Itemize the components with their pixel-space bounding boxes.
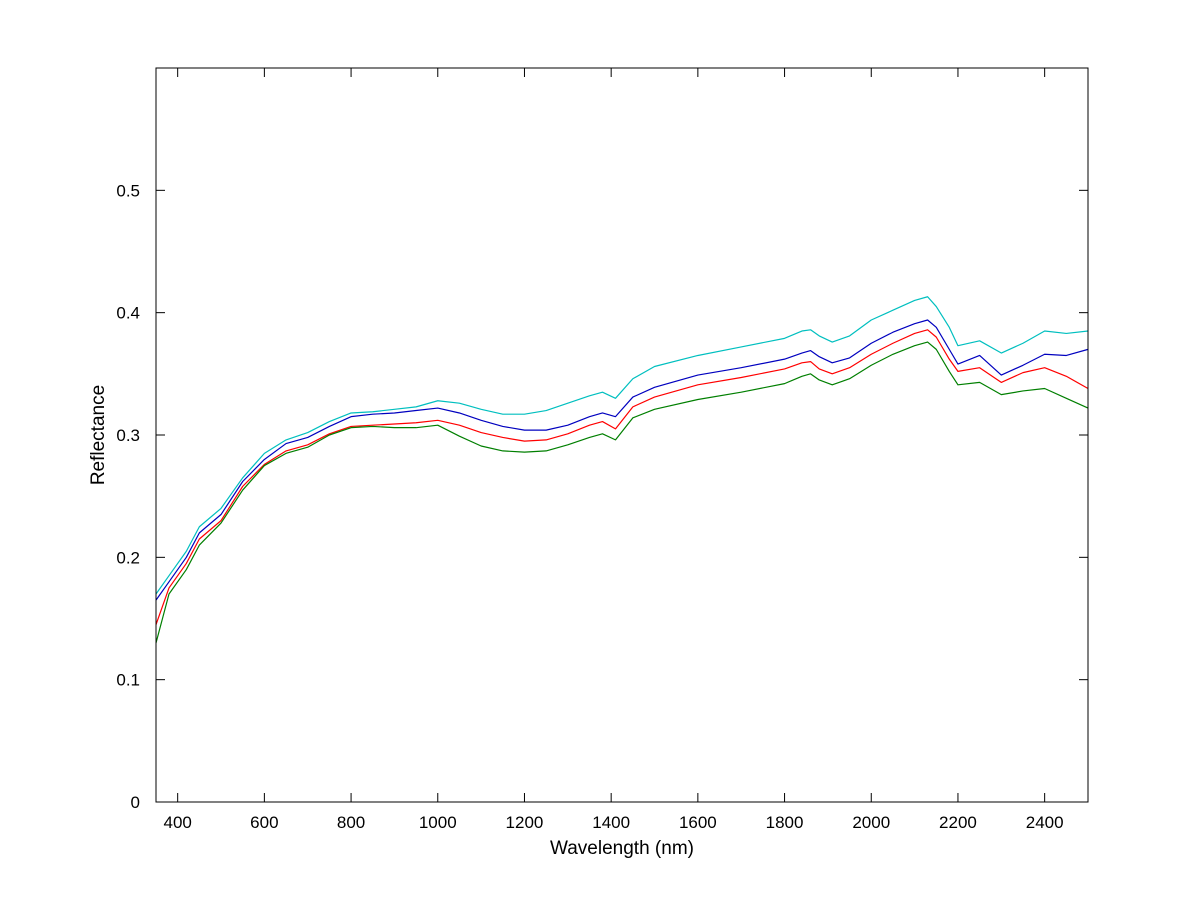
series-layer — [155, 296, 1089, 644]
y-axis-label: Reflectance — [88, 385, 109, 485]
series-line-2 — [155, 319, 1089, 601]
x-tick-label: 600 — [250, 813, 278, 832]
y-axis: 0 0.1 0.2 0.3 0.4 0.5 — [116, 181, 1088, 812]
series-line-3 — [155, 329, 1089, 625]
x-tick-label: 2200 — [939, 813, 977, 832]
x-tick-label: 1200 — [506, 813, 544, 832]
x-tick-label: 2400 — [1026, 813, 1064, 832]
plot-background — [156, 68, 1088, 802]
y-tick-label: 0.5 — [116, 181, 140, 200]
x-tick-label: 1600 — [679, 813, 717, 832]
x-tick-label: 400 — [163, 813, 191, 832]
y-tick-label: 0.1 — [116, 671, 140, 690]
x-axis-label: Wavelength (nm) — [550, 838, 694, 859]
series-line-1 — [155, 296, 1089, 595]
y-tick-label: 0 — [131, 793, 140, 812]
x-tick-label: 1800 — [766, 813, 804, 832]
x-tick-label: 800 — [337, 813, 365, 832]
x-tick-label: 2000 — [852, 813, 890, 832]
y-tick-label: 0.2 — [116, 548, 140, 567]
y-tick-label: 0.4 — [116, 304, 140, 323]
x-tick-label: 1000 — [419, 813, 457, 832]
y-tick-label: 0.3 — [116, 426, 140, 445]
series-line-4 — [155, 341, 1089, 644]
x-axis: 400 600 800 1000 1200 1400 1600 1800 2000 2200 240… — [163, 68, 1064, 832]
x-tick-label: 1400 — [592, 813, 630, 832]
